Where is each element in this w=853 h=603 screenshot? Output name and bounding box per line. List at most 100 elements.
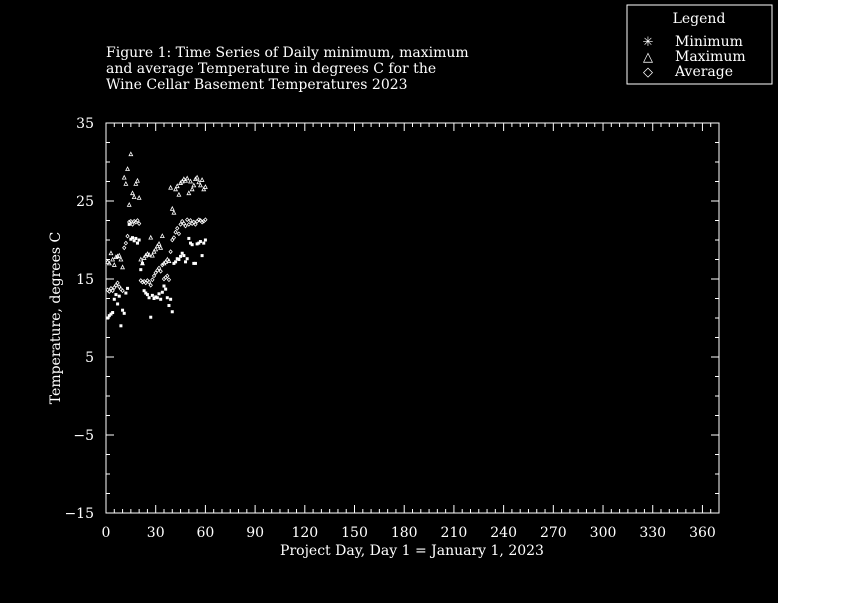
y-tick-label: −15 xyxy=(64,506,94,522)
point-minimum xyxy=(180,251,184,255)
point-average xyxy=(107,289,112,294)
point-minimum xyxy=(131,236,135,240)
point-maximum xyxy=(118,256,124,262)
point-average xyxy=(170,237,175,243)
point-average xyxy=(185,217,190,223)
point-average xyxy=(191,219,196,225)
point-average xyxy=(183,223,188,229)
point-maximum xyxy=(194,174,200,180)
point-average xyxy=(150,277,155,283)
point-minimum xyxy=(162,284,166,288)
point-minimum xyxy=(116,302,120,306)
legend-marker-average: ◇ xyxy=(643,65,653,80)
point-minimum xyxy=(106,316,110,320)
point-minimum xyxy=(157,292,161,296)
point-average xyxy=(146,279,152,285)
point-maximum xyxy=(169,205,175,211)
point-average xyxy=(135,218,140,223)
point-average xyxy=(171,235,177,241)
point-minimum xyxy=(195,242,199,246)
x-tick-label: 60 xyxy=(196,525,214,541)
point-maximum xyxy=(146,251,152,257)
legend-label-maximum: Maximum xyxy=(675,49,746,65)
point-minimum xyxy=(159,297,163,301)
x-tick-label: 180 xyxy=(391,525,418,541)
point-maximum xyxy=(159,233,165,239)
legend-title: Legend xyxy=(673,11,726,27)
point-average xyxy=(113,282,119,288)
point-minimum xyxy=(140,261,144,265)
point-maximum xyxy=(138,256,144,262)
point-minimum xyxy=(160,290,164,294)
point-maximum xyxy=(158,244,164,250)
point-maximum xyxy=(133,180,139,186)
x-tick-label: 300 xyxy=(590,525,617,541)
point-average xyxy=(122,245,127,251)
point-maximum xyxy=(173,186,179,192)
point-maximum xyxy=(130,190,135,196)
point-average xyxy=(151,273,157,279)
point-maximum xyxy=(196,179,202,185)
point-minimum xyxy=(121,308,125,312)
x-tick-label: 150 xyxy=(341,525,368,541)
point-minimum xyxy=(177,258,181,261)
point-maximum xyxy=(202,184,208,189)
data-points xyxy=(105,151,208,328)
point-average xyxy=(173,229,178,235)
x-tick-label: 240 xyxy=(490,525,517,541)
chart-title-line-3: Wine Cellar Basement Temperatures 2023 xyxy=(106,77,408,93)
point-average xyxy=(153,270,158,276)
point-average xyxy=(143,280,148,286)
point-minimum xyxy=(150,293,154,297)
point-minimum xyxy=(145,293,149,297)
point-maximum xyxy=(110,256,116,262)
point-average xyxy=(199,219,205,225)
point-minimum xyxy=(188,241,192,245)
point-minimum xyxy=(197,241,201,245)
point-minimum xyxy=(202,241,206,245)
axis-ticks xyxy=(105,122,720,514)
point-maximum xyxy=(105,258,111,264)
point-maximum xyxy=(131,194,137,200)
point-average xyxy=(168,249,173,255)
point-minimum xyxy=(187,236,191,240)
point-maximum xyxy=(179,178,185,184)
point-minimum xyxy=(167,304,171,308)
legend-marker-minimum: ✳ xyxy=(643,35,654,50)
point-minimum xyxy=(169,297,173,301)
y-tick-label: 5 xyxy=(85,350,94,366)
x-tick-label: 120 xyxy=(291,525,318,541)
point-average xyxy=(203,217,208,223)
point-average xyxy=(125,233,130,239)
plot-background xyxy=(0,0,778,603)
point-minimum xyxy=(172,261,176,265)
point-minimum xyxy=(184,260,188,264)
legend-box xyxy=(626,4,773,85)
x-tick-label: 270 xyxy=(540,525,567,541)
point-average xyxy=(181,221,187,227)
point-maximum xyxy=(199,177,205,182)
point-maximum xyxy=(108,250,114,256)
point-minimum xyxy=(164,287,168,291)
point-minimum xyxy=(147,296,151,300)
x-tick-label: 30 xyxy=(147,525,165,541)
point-minimum xyxy=(119,324,123,328)
point-maximum xyxy=(151,248,157,254)
point-maximum xyxy=(164,256,170,262)
x-axis-tick-labels: 0 30 60 90 120 150 180 210 240 270 300 330 360 xyxy=(102,525,716,541)
point-maximum xyxy=(186,190,192,196)
point-maximum xyxy=(113,254,119,260)
point-minimum xyxy=(109,312,113,316)
point-minimum xyxy=(165,296,169,300)
point-average xyxy=(155,268,160,273)
point-average xyxy=(176,231,182,237)
point-maximum xyxy=(201,186,207,192)
point-minimum xyxy=(137,238,141,242)
chart-title-line-2: and average Temperature in degrees C for… xyxy=(106,61,436,77)
x-tick-label: 330 xyxy=(639,525,666,541)
point-minimum xyxy=(144,291,148,295)
point-maximum xyxy=(128,151,134,157)
point-average xyxy=(112,285,117,290)
point-minimum xyxy=(149,315,153,319)
point-minimum xyxy=(111,311,115,315)
